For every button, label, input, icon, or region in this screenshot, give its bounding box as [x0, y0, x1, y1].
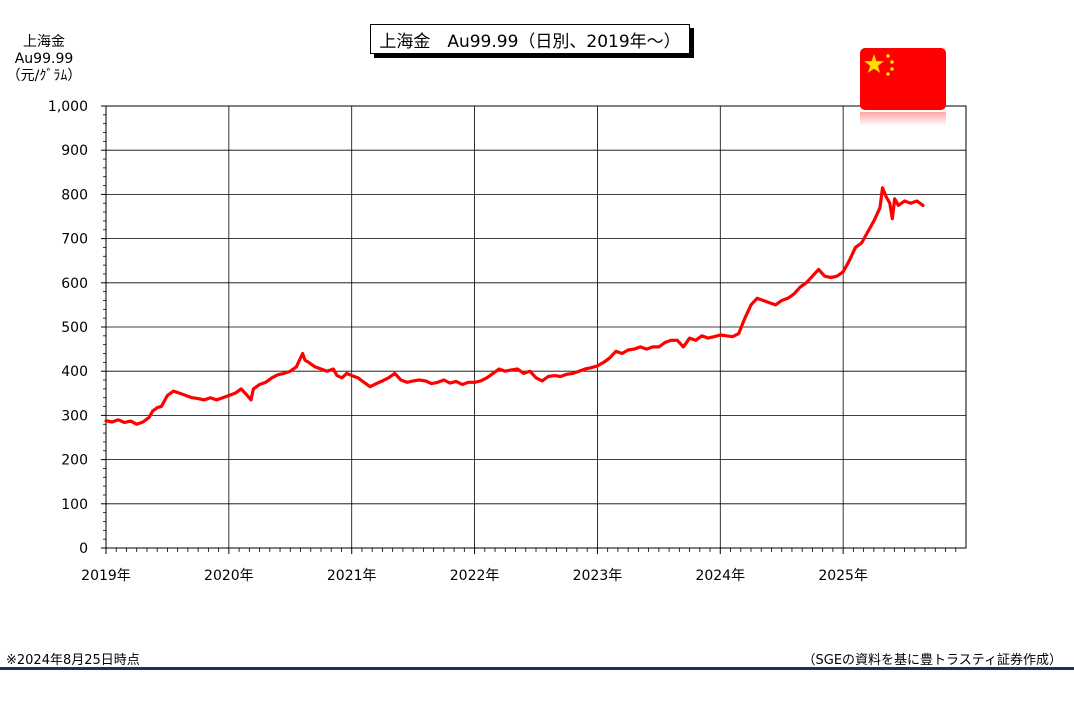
- grid-lines: [105, 105, 967, 549]
- y-tick-label: 0: [79, 541, 88, 557]
- axis-ticks: [101, 105, 957, 554]
- source-note: （SGEの資料を基に豊トラスティ証券作成）: [802, 653, 1063, 668]
- x-tick-label: 2020年: [204, 568, 254, 584]
- axis-labels: 0 100 200 300 400 500 600 700 800 900 1,000 2019年 20…: [48, 99, 868, 584]
- series-line: [104, 186, 925, 426]
- y-axis-label: 上海金 Au99.99 （元/ｸﾞﾗﾑ）: [4, 34, 84, 85]
- x-tick-label: 2025年: [818, 568, 868, 584]
- y-tick-label: 400: [61, 364, 88, 380]
- y-axis-label-line-2: Au99.99: [14, 51, 74, 67]
- y-tick-label: 100: [61, 497, 88, 513]
- chart-title-box: 上海金 Au99.99（日別、2019年～）: [370, 24, 690, 54]
- chart-title: 上海金 Au99.99（日別、2019年～）: [379, 31, 681, 52]
- x-tick-label: 2022年: [450, 568, 500, 584]
- y-tick-label: 300: [61, 408, 88, 424]
- y-tick-label: 600: [61, 276, 88, 292]
- x-tick-label: 2024年: [695, 568, 745, 584]
- x-tick-label: 2021年: [327, 568, 377, 584]
- footnote: ※2024年8月25日時点: [6, 653, 140, 668]
- y-tick-label: 700: [61, 232, 88, 248]
- y-tick-label: 1,000: [48, 99, 88, 115]
- china-flag-icon: [860, 48, 946, 126]
- x-tick-label: 2023年: [573, 568, 623, 584]
- x-tick-label: 2019年: [81, 568, 131, 584]
- y-tick-label: 800: [61, 187, 88, 203]
- bottom-divider: [0, 667, 1074, 670]
- y-axis-label-line-3: （元/ｸﾞﾗﾑ）: [6, 68, 82, 84]
- y-tick-label: 200: [61, 453, 88, 469]
- y-axis-label-line-1: 上海金: [23, 34, 65, 50]
- y-tick-label: 900: [61, 143, 88, 159]
- y-tick-label: 500: [61, 320, 88, 336]
- series-layer: [104, 186, 925, 426]
